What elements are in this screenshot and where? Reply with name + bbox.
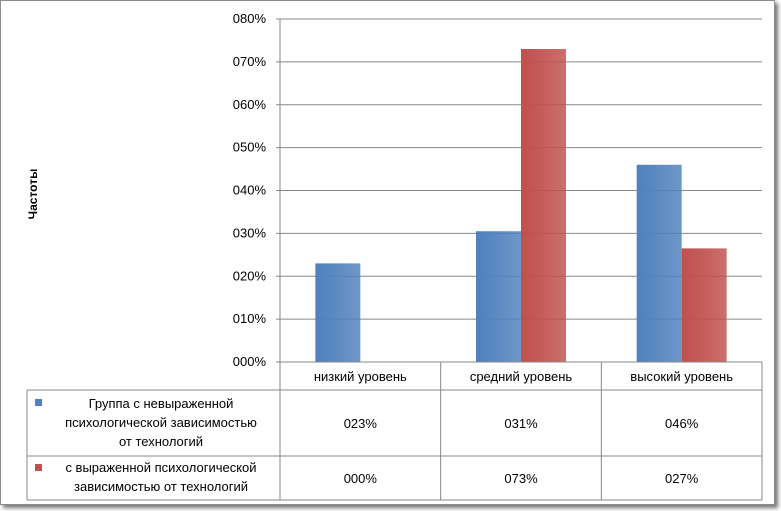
y-tick-label: 040% (233, 183, 267, 198)
category-label: средний уровень (470, 369, 573, 384)
data-label-series-1: 031% (504, 416, 538, 431)
legend-key-series-1 (35, 399, 42, 406)
legend-line: психологической зависимостью (65, 415, 257, 430)
y-tick-label: 000% (233, 354, 267, 369)
y-tick-label: 080% (233, 11, 267, 26)
data-label-series-2: 073% (504, 471, 538, 486)
data-label-series-1: 046% (665, 416, 699, 431)
legend-key-series-2 (35, 464, 42, 471)
category-label: низкий уровень (314, 369, 407, 384)
bar-series-1-средний-уровень (476, 231, 521, 362)
data-label-series-1: 023% (344, 416, 378, 431)
legend-line: от технологий (118, 434, 204, 449)
y-tick-label: 020% (233, 268, 267, 283)
bar-series-1-высокий-уровень (636, 164, 682, 362)
legend-line: с выраженной психологической (65, 460, 257, 475)
legend-entry-series-1: Группа с невыраженной психологической за… (30, 393, 280, 455)
legend-line: Группа с невыраженной (88, 396, 234, 411)
category-label: высокий уровень (630, 369, 733, 384)
bar-series-2-высокий-уровень (681, 248, 727, 362)
legend-entry-series-2: с выраженной психологической зависимость… (30, 457, 280, 501)
data-label-series-2: 000% (344, 471, 378, 486)
bar-series-1-низкий-уровень (315, 263, 361, 362)
y-tick-label: 010% (233, 311, 267, 326)
y-tick-label: 070% (233, 54, 267, 69)
y-tick-label: 060% (233, 97, 267, 112)
y-tick-label: 050% (233, 140, 267, 155)
data-label-series-2: 027% (665, 471, 699, 486)
legend-line: зависимостью от технологий (74, 479, 248, 494)
y-tick-label: 030% (233, 225, 267, 240)
y-axis-label: Частоты (26, 168, 40, 220)
bar-series-2-средний-уровень (521, 49, 566, 362)
